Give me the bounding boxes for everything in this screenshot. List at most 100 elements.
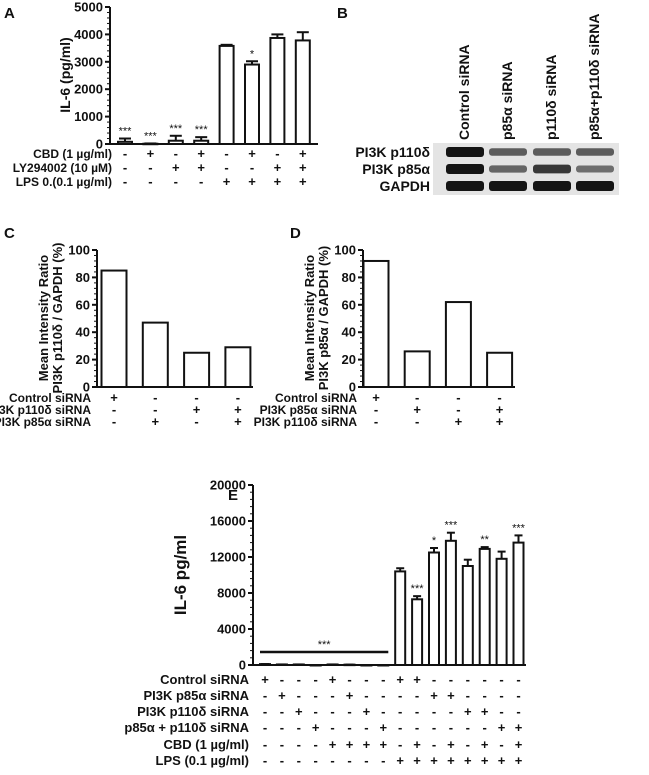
minus-sign: - — [314, 672, 318, 687]
plus-sign: + — [278, 688, 286, 703]
significance-label: *** — [444, 520, 458, 532]
condition-label: PI3K p110δ siRNA — [0, 403, 91, 417]
plus-sign: + — [299, 174, 307, 189]
minus-sign: - — [381, 753, 385, 768]
minus-sign: - — [314, 737, 318, 752]
minus-sign: - — [432, 720, 436, 735]
plus-sign: + — [447, 753, 455, 768]
condition-label: Control siRNA — [9, 391, 91, 405]
plus-sign: + — [234, 414, 242, 429]
plus-sign: + — [110, 390, 118, 405]
minus-sign: - — [263, 704, 267, 719]
minus-sign: - — [364, 672, 368, 687]
blot-band — [576, 165, 614, 173]
bar — [183, 351, 211, 388]
bar — [218, 44, 235, 146]
bar — [309, 664, 322, 667]
western-blot: Control siRNA p85α siRNA p110δ siRNA p85α+p… — [355, 14, 619, 195]
minus-sign: - — [330, 720, 334, 735]
minus-sign: - — [432, 737, 436, 752]
y-tick-label: 0 — [96, 137, 103, 152]
minus-sign: - — [224, 146, 228, 161]
bar — [117, 140, 133, 145]
plus-sign: + — [261, 672, 269, 687]
minus-sign: - — [374, 402, 378, 417]
y-tick-label: 100 — [334, 243, 356, 258]
minus-sign: - — [250, 160, 254, 175]
minus-sign: - — [499, 672, 503, 687]
plus-sign: + — [515, 737, 523, 752]
bar — [486, 351, 514, 388]
significance-label: * — [250, 48, 255, 60]
plus-sign: + — [172, 160, 180, 175]
minus-sign: - — [456, 402, 460, 417]
plus-sign: + — [152, 414, 160, 429]
y-tick-label: 4000 — [217, 622, 246, 637]
condition-label: PI3K p110δ siRNA — [254, 415, 358, 429]
plus-sign: + — [496, 402, 504, 417]
minus-sign: - — [330, 753, 334, 768]
plus-sign: + — [147, 146, 155, 161]
minus-sign: - — [280, 720, 284, 735]
y-tick-label: 100 — [68, 243, 90, 258]
minus-sign: - — [123, 146, 127, 161]
plus-sign: + — [430, 688, 438, 703]
y-tick-label: 20 — [342, 352, 356, 367]
minus-sign: - — [194, 390, 198, 405]
minus-sign: - — [398, 688, 402, 703]
bar — [193, 139, 210, 146]
y-axis-label: Mean Intensity Ratio — [302, 255, 317, 381]
plus-sign: + — [346, 737, 354, 752]
y-tick-label: 20000 — [210, 478, 246, 493]
minus-sign: - — [263, 737, 267, 752]
bar — [326, 663, 339, 667]
y-axis-label: IL-6 pg/ml — [171, 535, 190, 615]
y-tick-label: 3000 — [74, 54, 103, 69]
bar — [224, 346, 252, 388]
bar — [269, 36, 286, 146]
y-tick-label: 8000 — [217, 586, 246, 601]
minus-sign: - — [466, 720, 470, 735]
plus-sign: + — [447, 737, 455, 752]
y-tick-label: 80 — [76, 270, 90, 285]
significance-label: ** — [480, 534, 489, 546]
minus-sign: - — [499, 688, 503, 703]
plus-sign: + — [413, 672, 421, 687]
minus-sign: - — [280, 704, 284, 719]
plus-sign: + — [413, 737, 421, 752]
bar — [461, 565, 474, 666]
plus-sign: + — [295, 704, 303, 719]
minus-sign: - — [347, 753, 351, 768]
bar — [167, 139, 184, 146]
blot-row-label: GAPDH — [379, 178, 430, 194]
minus-sign: - — [432, 704, 436, 719]
panel-label-e: E — [228, 487, 238, 504]
minus-sign: - — [398, 720, 402, 735]
plus-sign: + — [248, 146, 256, 161]
plus-sign: + — [464, 753, 472, 768]
plus-sign: + — [346, 688, 354, 703]
y-tick-label: 40 — [76, 325, 90, 340]
lane-label: p85α siRNA — [499, 61, 515, 140]
plus-sign: + — [498, 720, 506, 735]
y-tick-label: 20 — [76, 352, 90, 367]
bar — [512, 541, 525, 666]
panel-label-a: A — [4, 5, 15, 22]
plus-sign: + — [372, 390, 380, 405]
minus-sign: - — [280, 737, 284, 752]
condition-label: LY294002 (10 µM) — [13, 161, 112, 175]
plus-sign: + — [299, 146, 307, 161]
plus-sign: + — [413, 402, 421, 417]
lane-label: p110δ siRNA — [543, 54, 559, 140]
bar — [360, 664, 373, 667]
minus-sign: - — [148, 174, 152, 189]
condition-label: p85α + p110δ siRNA — [124, 720, 249, 735]
minus-sign: - — [449, 720, 453, 735]
plus-sign: + — [481, 737, 489, 752]
bar — [292, 663, 305, 667]
significance-label: *** — [119, 126, 133, 138]
minus-sign: - — [456, 390, 460, 405]
significance-label: *** — [169, 123, 183, 135]
